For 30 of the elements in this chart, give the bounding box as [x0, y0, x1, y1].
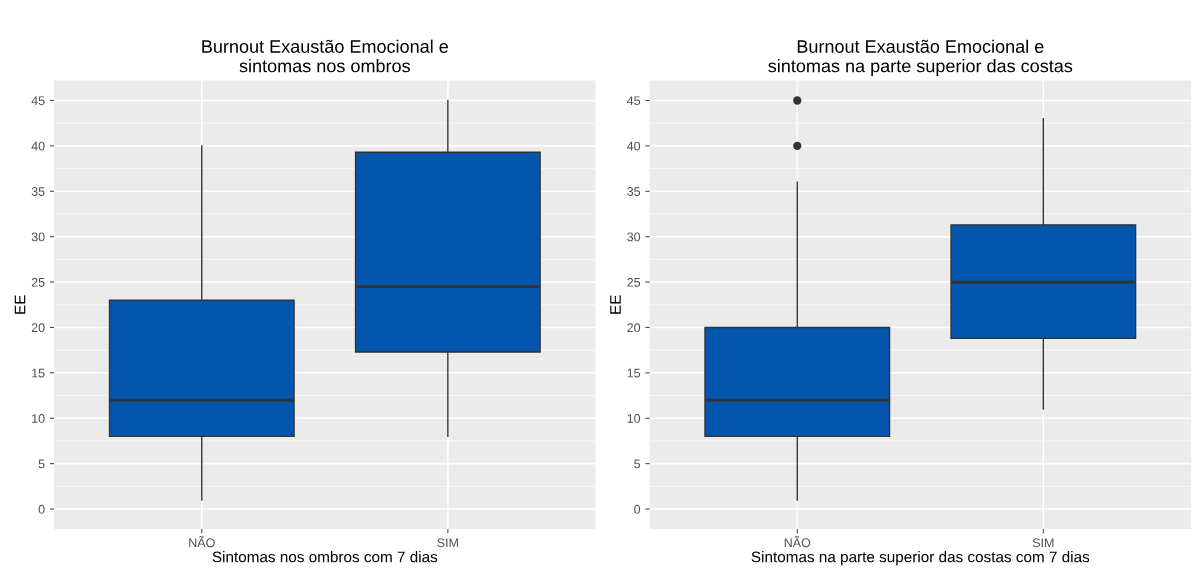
y-tick-label: 30 [627, 232, 641, 242]
y-tick-label: 10 [627, 414, 641, 423]
y-tick-label: 0 [38, 504, 45, 514]
y-tick-label: 15 [627, 368, 641, 378]
y-axis-title: EE [14, 295, 26, 314]
y-tick-label: 20 [627, 323, 641, 333]
x-tick-label: SIM [437, 538, 458, 548]
y-tick-label: 10 [32, 414, 45, 423]
x-tick-label: SIM [1032, 538, 1054, 548]
y-tick-label: 5 [634, 459, 641, 469]
x-axis-title: Sintomas nos ombros com 7 dias [212, 551, 438, 563]
y-tick-label: 15 [32, 368, 45, 378]
x-tick-label: NÃO [784, 536, 811, 548]
y-axis-title: EE [610, 295, 621, 314]
chart-title: Burnout Exaustão Emocional e sintomas na parte superior das costas [768, 39, 1073, 76]
chart-title: Burnout Exaustão Emocional e sintomas nos ombros [202, 39, 448, 73]
y-tick-label: 45 [31, 96, 45, 106]
y-tick-label: 25 [31, 277, 45, 287]
x-tick-label: NÃO [189, 536, 215, 548]
y-tick-label: 45 [626, 96, 641, 106]
y-tick-label: 35 [31, 187, 45, 196]
y-tick-label: 20 [31, 323, 45, 333]
y-tick-label: 40 [626, 141, 641, 151]
y-tick-label: 25 [627, 277, 641, 287]
y-tick-label: 5 [38, 459, 45, 469]
y-tick-label: 40 [31, 141, 45, 151]
y-tick-label: 0 [634, 504, 641, 514]
x-axis-title: Sintomas na parte superior das costas com 7 dias [751, 551, 1090, 566]
y-tick-label: 30 [31, 232, 45, 242]
y-tick-label: 35 [627, 187, 641, 196]
